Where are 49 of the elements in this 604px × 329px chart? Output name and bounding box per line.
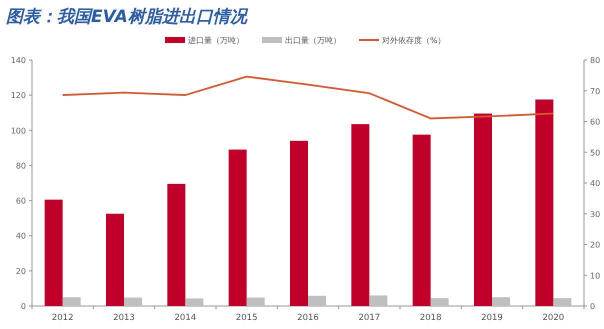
y2-tick-label: 40 xyxy=(590,179,600,188)
bar xyxy=(167,184,186,306)
bar xyxy=(369,295,388,306)
bar xyxy=(474,114,492,306)
y2-tick-label: 30 xyxy=(590,210,600,219)
y2-tick-label: 20 xyxy=(590,240,600,250)
y-tick-label: 60 xyxy=(16,196,26,206)
bar xyxy=(412,134,431,306)
y-tick-label: 120 xyxy=(10,91,26,100)
y2-tick-label: 50 xyxy=(590,148,600,158)
bar xyxy=(430,298,449,306)
x-tick-label: 2014 xyxy=(174,313,196,323)
bar xyxy=(44,200,63,306)
bar xyxy=(124,298,142,306)
bar xyxy=(228,150,247,306)
bar xyxy=(308,296,326,306)
y-tick-label: 40 xyxy=(16,232,26,241)
x-tick-label: 2019 xyxy=(481,313,503,323)
line-series xyxy=(62,76,554,120)
y-tick-label: 100 xyxy=(10,126,26,136)
chart-title: 图表：我国EVA树脂进出口情况 xyxy=(6,7,249,27)
x-tick-label: 2018 xyxy=(420,313,442,323)
y2-tick-label: 60 xyxy=(590,118,600,126)
y-tick-label: 0 xyxy=(20,302,26,311)
y-tick-label: 20 xyxy=(16,266,26,276)
legend-label: 出口量（万吨） xyxy=(285,36,341,45)
y2-tick-label: 80 xyxy=(590,56,600,65)
y-tick-label: 80 xyxy=(16,161,26,170)
bar xyxy=(185,298,204,306)
x-tick-label: 2016 xyxy=(297,313,319,323)
bar xyxy=(290,140,308,306)
legend-label: 对外依存度（%） xyxy=(382,36,446,45)
y-tick-label: 140 xyxy=(10,56,26,65)
x-tick-label: 2020 xyxy=(542,313,564,323)
legend-label: 进口量（万吨） xyxy=(188,36,244,45)
bar xyxy=(106,214,124,306)
bar xyxy=(535,100,554,306)
bar xyxy=(492,297,510,306)
bar xyxy=(246,298,265,306)
y2-tick-label: 70 xyxy=(590,86,600,96)
y2-tick-label: 0 xyxy=(590,302,596,311)
y2-tick-label: 10 xyxy=(590,271,600,280)
bar xyxy=(553,298,572,306)
x-tick-label: 2012 xyxy=(52,313,74,323)
bar xyxy=(62,297,81,306)
x-tick-label: 2015 xyxy=(236,313,258,323)
x-tick-label: 2013 xyxy=(113,313,135,323)
bar xyxy=(351,124,370,306)
x-tick-label: 2017 xyxy=(358,313,380,323)
